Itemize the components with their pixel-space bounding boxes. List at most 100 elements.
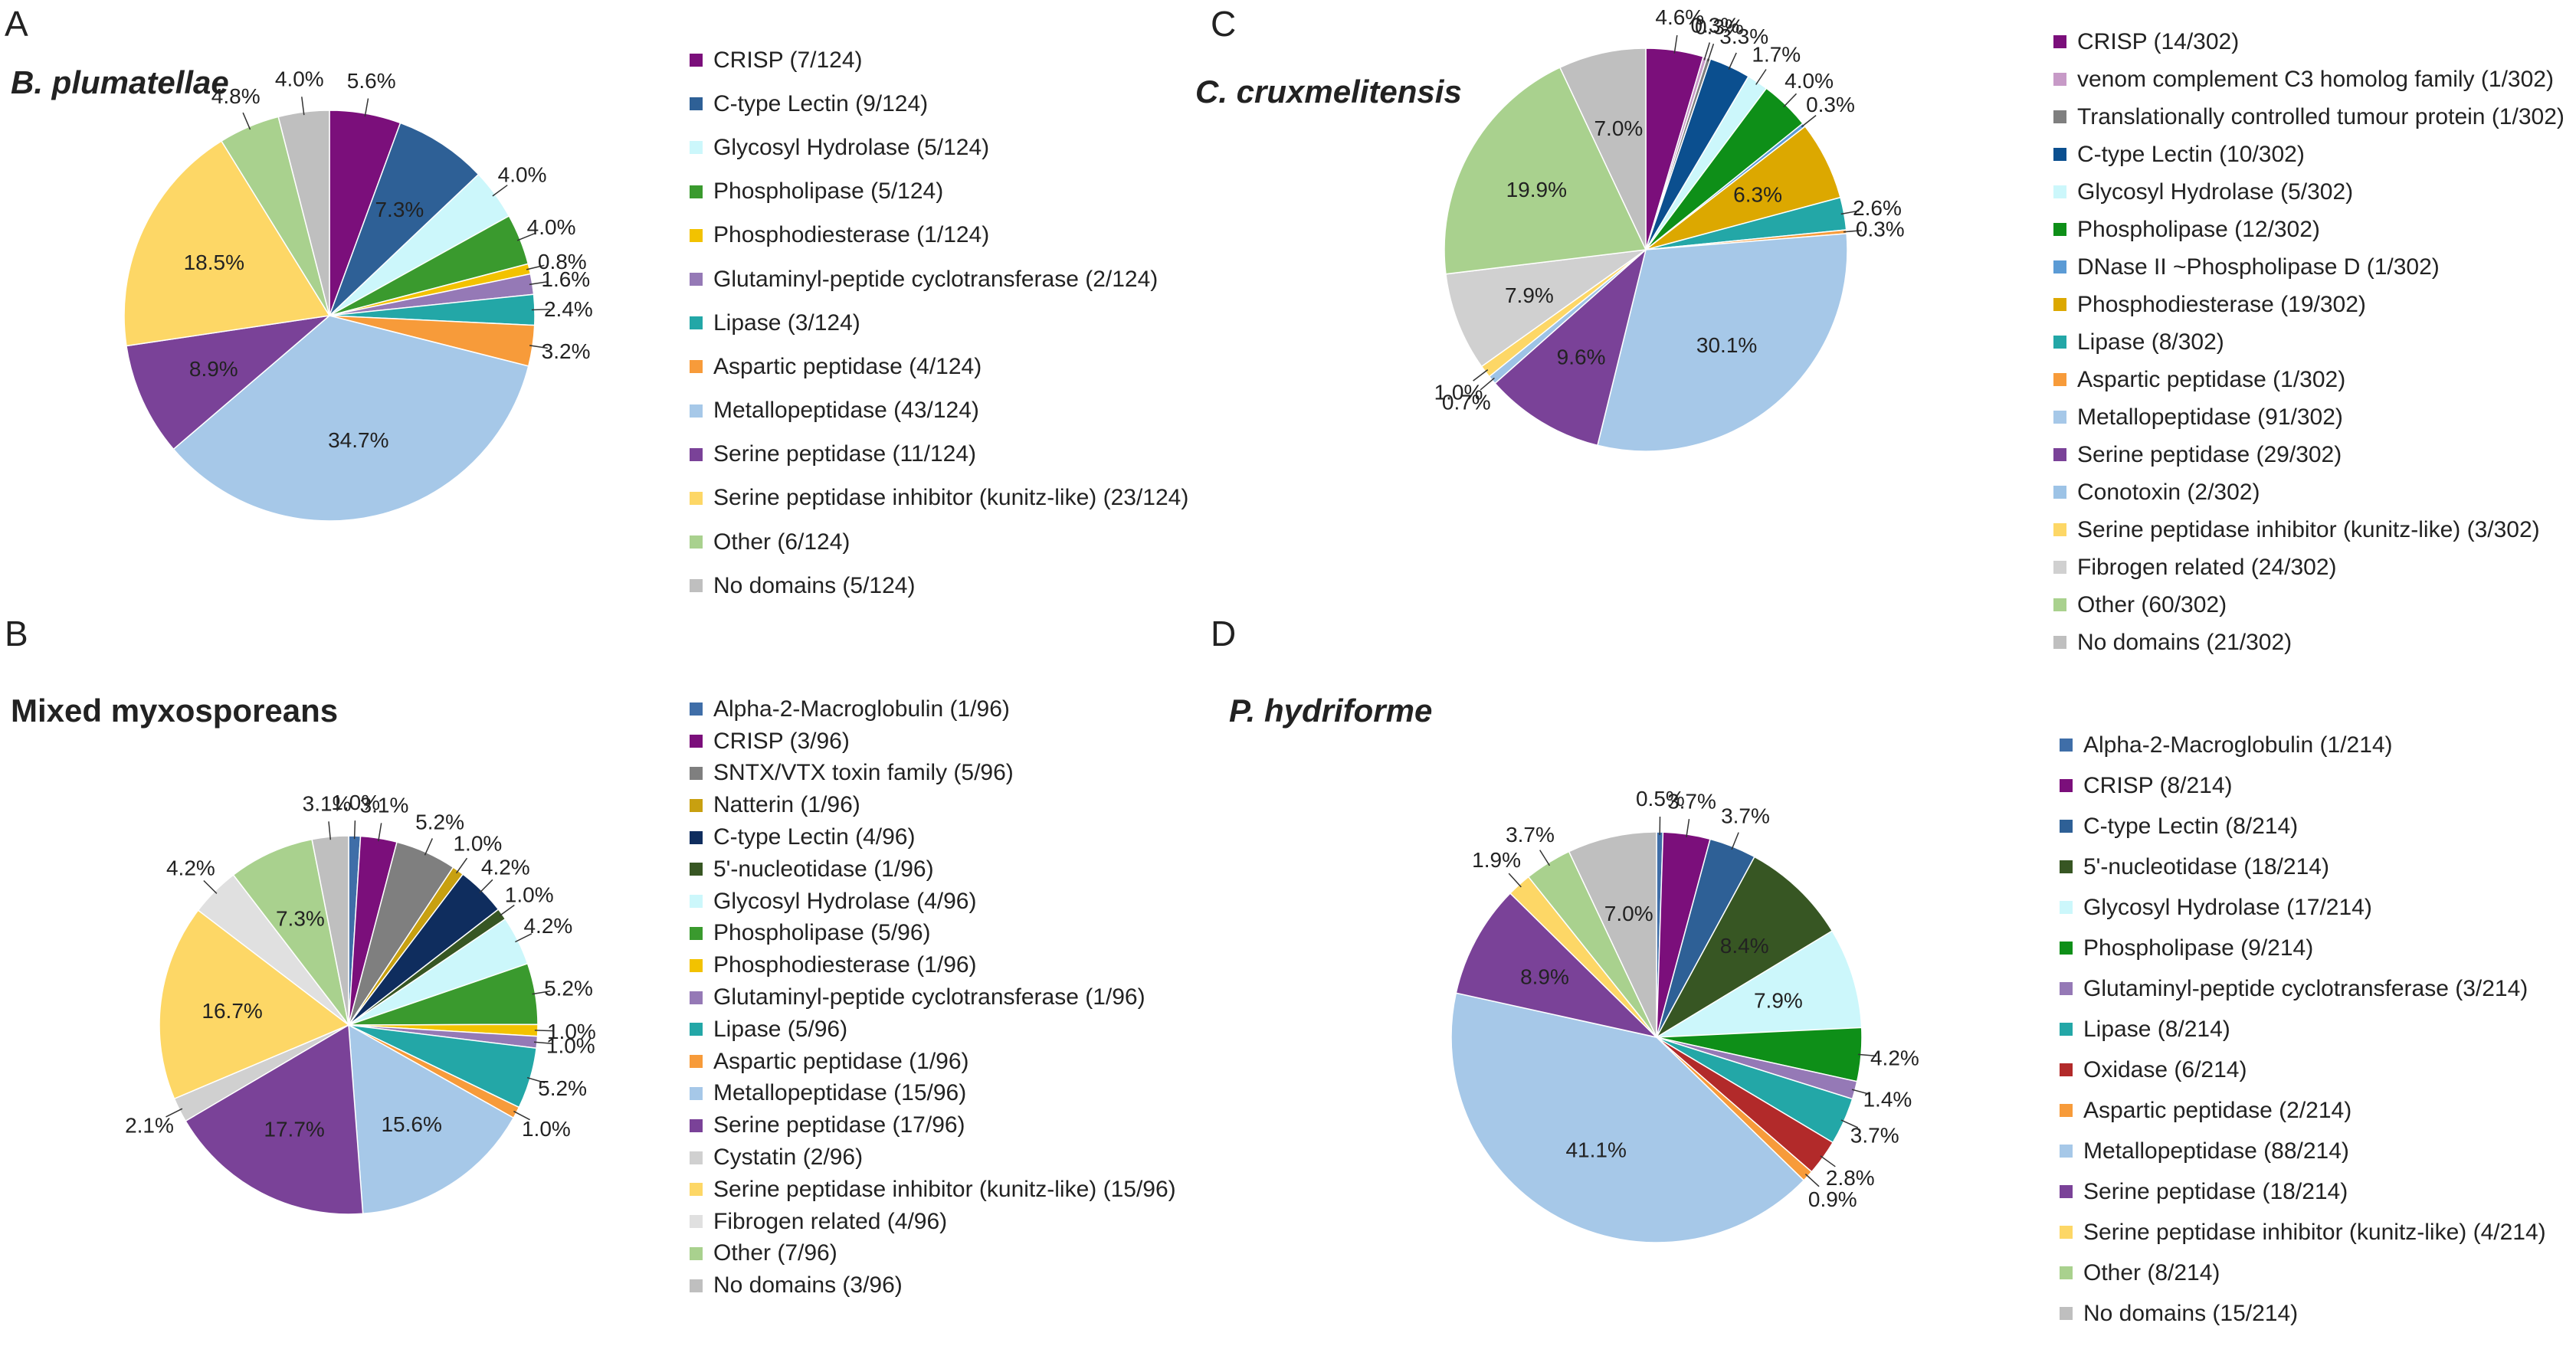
- legend-item-crisp: CRISP (3/96): [690, 725, 1176, 758]
- leader-line: [534, 1030, 553, 1032]
- pct-label-c-type-lectin: 4.2%: [481, 855, 530, 879]
- legend-label: Fibrogen related (24/302): [2077, 554, 2337, 580]
- pct-label-natterin: 1.0%: [453, 832, 502, 856]
- pct-label-phosphodiesterase: 6.3%: [1733, 183, 1782, 207]
- leader-line: [1508, 873, 1522, 888]
- legend-item-crisp: CRISP (14/302): [2053, 23, 2565, 61]
- legend-item-no-domains: No domains (3/96): [690, 1269, 1176, 1302]
- pct-label-serine-peptidase-inhibitor: 1.9%: [1472, 848, 1521, 872]
- legend-swatch: [690, 1215, 703, 1229]
- legend-swatch: [2053, 411, 2066, 424]
- pct-label-other: 19.9%: [1506, 178, 1567, 201]
- pct-label-phospholipase: 4.0%: [527, 215, 576, 239]
- pct-label-phosphodiesterase: 0.8%: [538, 250, 587, 273]
- legend-swatch: [690, 1023, 703, 1037]
- legend-label: CRISP (3/96): [713, 728, 850, 754]
- pct-label-venom-complement-c3-homolog-family: 0.3%: [1690, 14, 1739, 38]
- legend-swatch: [690, 926, 703, 940]
- legend-item-c-type-lectin: C-type Lectin (9/124): [690, 82, 1188, 126]
- legend-label: Glycosyl Hydrolase (4/96): [713, 888, 977, 914]
- pie-slice-metallopeptidase: [1597, 233, 1848, 452]
- legend-swatch: [2053, 260, 2066, 273]
- legend-item-serine-peptidase-inhibitor: Serine peptidase inhibitor (kunitz-like)…: [690, 477, 1188, 520]
- legend-label: Phospholipase (5/96): [713, 920, 931, 946]
- legend-label: Metallopeptidase (91/302): [2077, 404, 2343, 430]
- legend-swatch: [690, 798, 703, 812]
- legend-swatch: [2053, 185, 2066, 198]
- leader-line: [1843, 229, 1862, 233]
- legend-label: Glycosyl Hydrolase (17/214): [2083, 894, 2372, 920]
- legend-swatch: [690, 228, 703, 242]
- pct-label-sntx-vtx-toxin-family: 5.2%: [415, 811, 464, 834]
- pct-label-lipase: 2.6%: [1853, 196, 1902, 220]
- legend-swatch: [2060, 1023, 2073, 1036]
- legend-swatch: [2060, 1104, 2073, 1117]
- legend-label: Lipase (3/124): [713, 309, 860, 336]
- legend-label: Lipase (8/214): [2083, 1016, 2230, 1042]
- legend-item-other: Other (6/124): [690, 520, 1188, 564]
- legend-label: No domains (15/214): [2083, 1300, 2299, 1326]
- leader-line: [1840, 210, 1860, 215]
- legend-item-glycosyl-hydrolase: Glycosyl Hydrolase (17/214): [2060, 887, 2546, 928]
- legend-swatch: [2053, 561, 2066, 574]
- legend-label: CRISP (7/124): [713, 47, 863, 73]
- pct-label-no-domains: 4.0%: [275, 67, 324, 91]
- legend-item-metallopeptidase: Metallopeptidase (15/96): [690, 1078, 1176, 1110]
- legend-swatch: [690, 1118, 703, 1132]
- pct-label-no-domains: 7.0%: [1604, 902, 1653, 925]
- pct-label-oxidase: 2.8%: [1826, 1166, 1875, 1190]
- leader-line: [513, 1110, 530, 1121]
- panel-title-a: B. plumatellae: [11, 64, 229, 100]
- legend-swatch: [2060, 1145, 2073, 1158]
- leader-line: [531, 309, 550, 311]
- legend-swatch: [690, 447, 703, 461]
- pie-slice-no-domains: [1568, 831, 1657, 1038]
- legend-label: Aspartic peptidase (1/302): [2077, 366, 2346, 392]
- pct-label-glycosyl-hydrolase: 4.2%: [523, 914, 572, 938]
- legend-swatch: [2053, 336, 2066, 349]
- legend-label: No domains (5/124): [713, 572, 916, 598]
- leader-line: [1801, 115, 1817, 128]
- pct-label-other: 7.3%: [276, 907, 325, 931]
- legend-item-conotoxin: Conotoxin (2/302): [2053, 473, 2565, 511]
- legend-item-phosphodiesterase: Phosphodiesterase (19/302): [2053, 286, 2565, 323]
- leader-line: [301, 97, 305, 116]
- pct-label-serine-peptidase-inhibitor: 16.7%: [202, 999, 262, 1023]
- pct-label-metallopeptidase: 15.6%: [381, 1112, 441, 1136]
- pct-label-no-domains: 7.0%: [1594, 116, 1643, 140]
- pct-label-serine-peptidase-inhibitor: 18.5%: [184, 251, 244, 274]
- legend-swatch: [690, 360, 703, 374]
- pct-label-serine-peptidase: 8.9%: [189, 357, 238, 381]
- pie-chart-a: 5.6% 7.3% 4.0% 4.0% 0.8%1.6% 2.4% 3.2% 34.7% 8.9…: [123, 67, 593, 522]
- legend-label: Metallopeptidase (43/124): [713, 398, 979, 424]
- legend-swatch: [690, 1246, 703, 1260]
- legend-item-lipase: Lipase (8/302): [2053, 323, 2565, 361]
- legend-label: Other (6/124): [713, 529, 850, 555]
- legend-swatch: [2060, 1063, 2073, 1076]
- leader-line: [1783, 93, 1798, 108]
- leader-line: [166, 1108, 183, 1118]
- legend-item-translationally-controlled-tumour-protein: Translationally controlled tumour protei…: [2053, 98, 2565, 136]
- legend-label: Serine peptidase (17/96): [713, 1112, 965, 1138]
- legend-label: C-type Lectin (10/302): [2077, 141, 2305, 167]
- leader-line: [1857, 1053, 1877, 1057]
- legend-label: Other (60/302): [2077, 591, 2227, 617]
- legend-label: 5'-nucleotidase (18/214): [2083, 853, 2329, 879]
- legend-item-crisp: CRISP (8/214): [2060, 765, 2546, 806]
- legend-label: No domains (3/96): [713, 1272, 903, 1299]
- pct-label-cystatin: 2.1%: [125, 1114, 174, 1138]
- pct-label-lipase: 2.4%: [544, 297, 593, 321]
- leader-line: [529, 281, 548, 286]
- pie-slice-other: [232, 838, 349, 1026]
- legend-swatch: [690, 1055, 703, 1069]
- leader-line: [1731, 832, 1739, 850]
- pct-label-glycosyl-hydrolase: 7.9%: [1754, 989, 1803, 1013]
- legend-swatch: [690, 491, 703, 505]
- legend-item-other: Other (60/302): [2053, 586, 2565, 624]
- legend-item-phosphodiesterase: Phosphodiesterase (1/96): [690, 949, 1176, 981]
- legend-item-glutaminyl-peptide-cyclotransferase: Glutaminyl-peptide cyclotransferase (3/2…: [2060, 968, 2546, 1009]
- legend-item-glutaminyl-peptide-cyclotransferase: Glutaminyl-peptide cyclotransferase (2/1…: [690, 257, 1188, 301]
- legend-item-c-type-lectin: C-type Lectin (4/96): [690, 821, 1176, 853]
- legend-label: DNase II ~Phospholipase D (1/302): [2077, 254, 2440, 280]
- leader-line: [1755, 69, 1767, 85]
